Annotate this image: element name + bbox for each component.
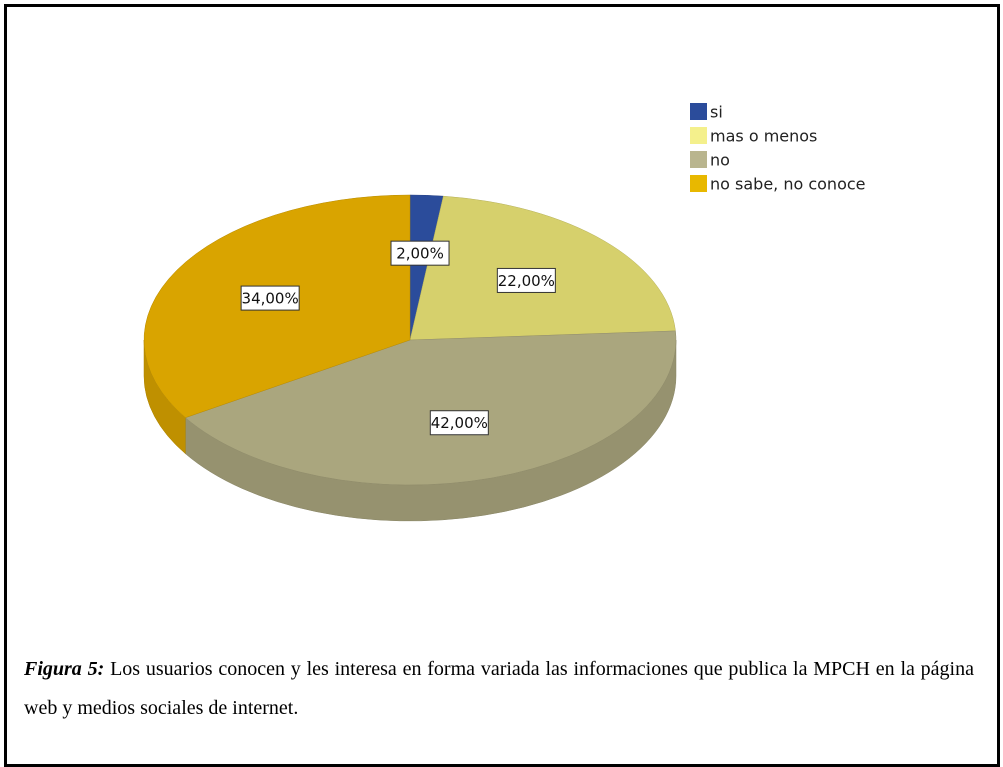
value-label: 42,00% (431, 414, 488, 432)
legend-label: si (710, 103, 723, 122)
caption-label: Figura 5: (24, 658, 105, 680)
legend-label: mas o menos (710, 127, 817, 146)
legend-swatch (690, 127, 707, 144)
value-label: 34,00% (242, 290, 299, 308)
legend-label: no (710, 151, 730, 170)
value-label: 2,00% (396, 245, 444, 263)
slice (184, 330, 677, 486)
legend-swatch (690, 151, 707, 168)
legend-label: no sabe, no conoce (710, 175, 866, 194)
value-label-box (240, 285, 300, 311)
chart: 2,00% 22,00% 42,00% 34,00% si mas o menos no no… (143, 103, 866, 522)
legend-swatch (690, 103, 707, 120)
caption-text: Los usuarios conocen y les interesa en f… (24, 658, 974, 719)
value-label-box (390, 240, 450, 266)
caption: Figura 5: Los usuarios conocen y les int… (24, 650, 974, 728)
value-label-box (429, 410, 489, 436)
figure-frame (4, 4, 1000, 767)
value-label-box (496, 267, 556, 293)
legend-swatch (690, 175, 707, 192)
value-label: 22,00% (498, 272, 555, 290)
